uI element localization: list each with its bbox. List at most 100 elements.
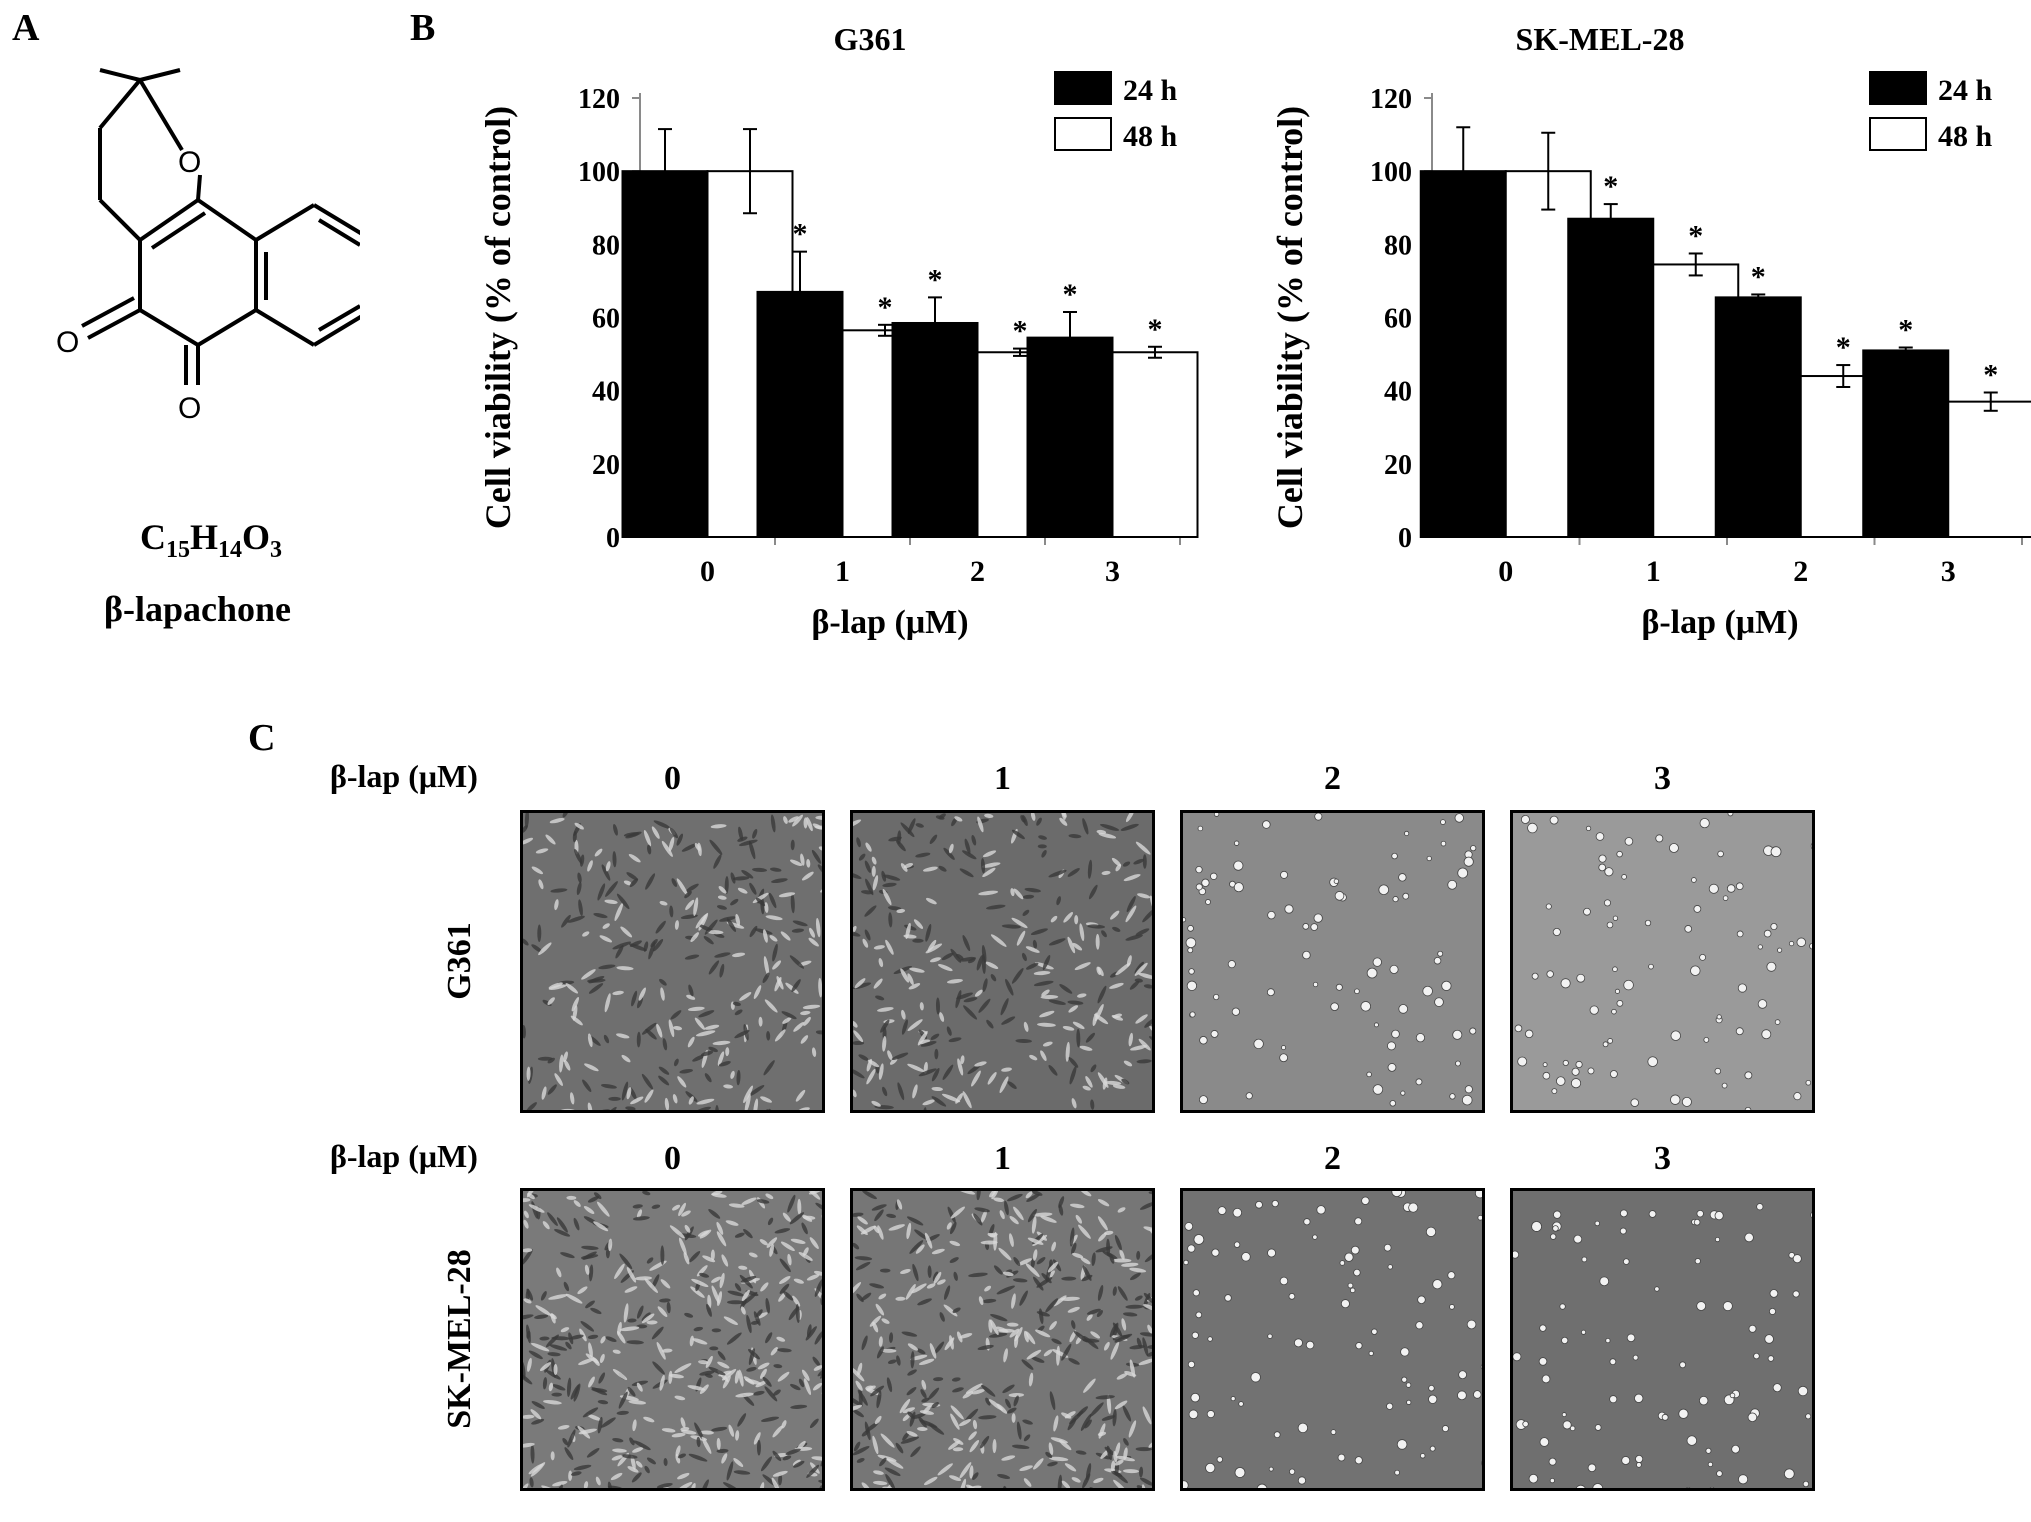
x-tick-label: 0	[700, 555, 715, 588]
x-axis-label: β-lap (μM)	[811, 604, 968, 641]
legend-swatch	[1054, 117, 1112, 151]
formula-o: O	[242, 517, 271, 557]
significance-asterisk: *	[1148, 313, 1163, 346]
formula-o-count: 3	[270, 537, 283, 564]
y-tick-label: 60	[1384, 304, 1412, 335]
significance-asterisk: *	[878, 291, 893, 324]
x-tick-label: 0	[1498, 555, 1513, 588]
y-tick-label: 120	[1370, 84, 1412, 115]
y-tick-label: 0	[1398, 523, 1412, 554]
legend-swatch	[1054, 71, 1112, 105]
bar-24h	[1862, 349, 1950, 538]
x-tick-label: 3	[1105, 555, 1120, 588]
x-tick-label: 1	[835, 555, 850, 588]
y-tick-label: 20	[1384, 450, 1412, 481]
x-tick-label: 2	[1793, 555, 1808, 588]
y-tick-label: 20	[592, 450, 620, 481]
bar-24h	[756, 290, 844, 538]
micrograph-sk-mel-28-dose-0	[520, 1188, 825, 1491]
cell-texture	[1513, 1203, 1812, 1488]
cell-texture	[1183, 1191, 1482, 1488]
dose-row-label: β-lap (μM)	[330, 758, 478, 794]
ring-oxygen-label: O	[178, 146, 201, 179]
bar-48h	[1947, 400, 2031, 538]
cell-line-label: G361	[441, 921, 478, 1000]
cell-texture	[853, 1191, 1152, 1488]
y-axis-label: Cell viability (% of control)	[478, 106, 518, 529]
legend-label: 24 h	[1123, 74, 1178, 107]
cell-texture	[1514, 813, 1812, 1110]
formula-c: C	[140, 517, 166, 557]
significance-asterisk: *	[1836, 331, 1851, 364]
chart-title: SK-MEL-28	[1516, 21, 1685, 57]
micrograph-sk-mel-28-dose-1	[850, 1188, 1155, 1491]
chemical-structure: O O O	[56, 68, 360, 425]
significance-asterisk: *	[1688, 219, 1703, 252]
micrograph-g361-dose-1	[850, 810, 1155, 1113]
significance-asterisk: *	[928, 263, 943, 296]
dose-column-label: 3	[1654, 1140, 1671, 1177]
y-tick-label: 0	[606, 523, 620, 554]
ketone-oxygen-label-2: O	[178, 392, 201, 425]
dose-row-label: β-lap (μM)	[330, 1138, 478, 1174]
legend-label: 48 h	[1938, 120, 1993, 153]
cell-texture	[853, 813, 1152, 1110]
y-tick-label: 120	[578, 84, 620, 115]
bar-24h	[1714, 296, 1802, 539]
panel-label-b: B	[410, 7, 436, 49]
y-axis-label: Cell viability (% of control)	[1270, 106, 1310, 529]
y-tick-label: 80	[592, 230, 620, 261]
bar-24h	[621, 170, 709, 539]
ketone-oxygen-label-1: O	[56, 326, 79, 359]
y-tick-label: 100	[578, 157, 620, 188]
chart-title: G361	[834, 21, 907, 57]
y-tick-label: 40	[1384, 377, 1412, 408]
molecular-formula: C15H14O3	[140, 516, 282, 564]
significance-asterisk: *	[1013, 315, 1028, 348]
significance-asterisk: *	[1751, 260, 1766, 293]
dose-column-label: 2	[1324, 760, 1341, 797]
micrograph-sk-mel-28-dose-3	[1510, 1188, 1815, 1491]
significance-asterisk: *	[1063, 278, 1078, 311]
cell-texture	[523, 1191, 822, 1488]
significance-asterisk: *	[1603, 170, 1618, 203]
cell-texture	[523, 813, 822, 1110]
dose-column-label: 0	[664, 760, 681, 797]
y-tick-label: 60	[592, 304, 620, 335]
bar-24h	[1567, 217, 1655, 538]
dose-column-label: 3	[1654, 760, 1671, 797]
dose-column-label: 1	[994, 760, 1011, 797]
y-tick-label: 40	[592, 377, 620, 408]
compound-name: β-lapachone	[104, 589, 291, 629]
formula-h: H	[190, 517, 219, 557]
x-tick-label: 3	[1941, 555, 1956, 588]
micrograph-sk-mel-28-dose-2	[1180, 1188, 1485, 1491]
x-axis-label: β-lap (μM)	[1641, 604, 1798, 641]
formula-c-count: 15	[166, 537, 190, 564]
dose-column-label: 2	[1324, 1140, 1341, 1177]
cell-texture	[1183, 813, 1477, 1107]
x-tick-label: 2	[970, 555, 985, 588]
legend-label: 24 h	[1938, 74, 1993, 107]
cell-line-label: SK-MEL-28	[441, 1248, 478, 1429]
formula-h-count: 14	[218, 537, 243, 564]
micrograph-g361-dose-3	[1510, 810, 1815, 1113]
micrograph-g361-dose-0	[520, 810, 825, 1113]
significance-asterisk: *	[793, 218, 808, 251]
micrograph-g361-dose-2	[1180, 810, 1485, 1113]
y-tick-label: 80	[1384, 230, 1412, 261]
significance-asterisk: *	[1898, 313, 1913, 346]
bar-24h	[1419, 170, 1507, 539]
bar-24h	[891, 321, 979, 538]
bar-24h	[1026, 336, 1114, 538]
x-tick-label: 1	[1646, 555, 1661, 588]
panel-label-a: A	[12, 7, 40, 49]
dose-column-label: 0	[664, 1140, 681, 1177]
panel-label-c: C	[248, 717, 276, 759]
dose-column-label: 1	[994, 1140, 1011, 1177]
y-tick-label: 100	[1370, 157, 1412, 188]
legend-swatch	[1869, 71, 1927, 105]
legend-label: 48 h	[1123, 120, 1178, 153]
bar-48h	[1111, 351, 1199, 539]
